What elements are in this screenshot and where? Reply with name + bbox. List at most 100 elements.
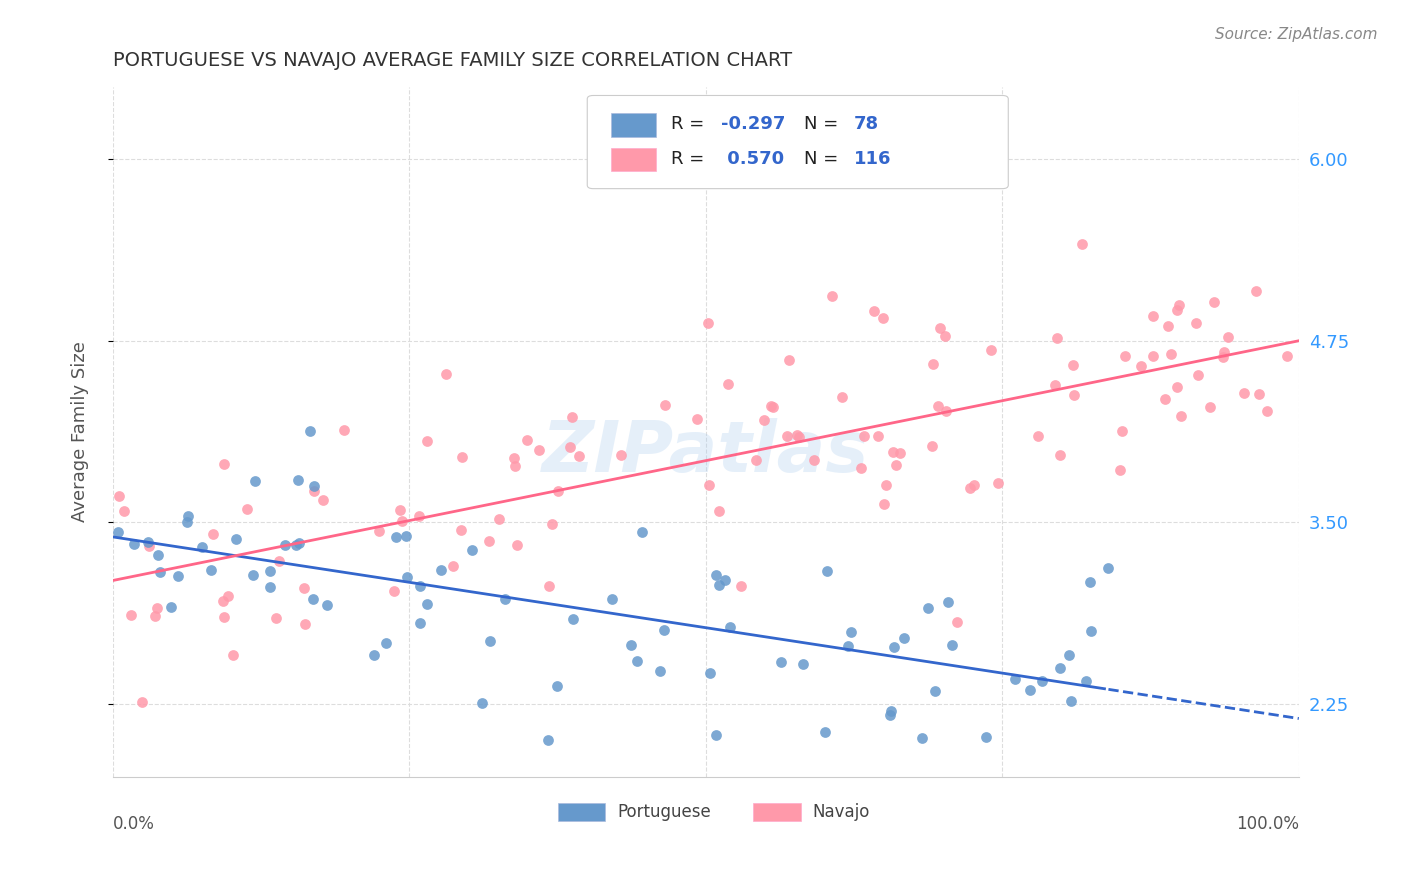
Point — [1063, 388, 1085, 402]
Point — [786, 427, 808, 442]
Point — [868, 428, 890, 442]
Point — [302, 591, 325, 606]
Point — [792, 657, 814, 672]
Point — [430, 564, 453, 578]
Point — [471, 696, 494, 710]
Point — [654, 398, 676, 412]
Point — [803, 453, 825, 467]
Point — [709, 504, 731, 518]
Point — [176, 515, 198, 529]
Point — [922, 357, 945, 371]
Point — [880, 704, 903, 718]
Point — [537, 733, 560, 747]
Y-axis label: Average Family Size: Average Family Size — [72, 341, 89, 522]
Point — [987, 476, 1010, 491]
Point — [778, 353, 800, 368]
Point — [1026, 429, 1049, 443]
Point — [212, 457, 235, 471]
Point — [494, 591, 516, 606]
Point — [191, 540, 214, 554]
Point — [560, 409, 582, 424]
Point — [547, 484, 569, 499]
Point — [1060, 694, 1083, 708]
Point — [264, 611, 287, 625]
Point — [146, 601, 169, 615]
Point — [879, 707, 901, 722]
Point — [706, 568, 728, 582]
Point — [600, 591, 623, 606]
FancyBboxPatch shape — [588, 95, 1008, 188]
Point — [761, 399, 783, 413]
Text: 0.0%: 0.0% — [112, 814, 155, 832]
Point — [441, 558, 464, 573]
Point — [718, 619, 741, 633]
Point — [285, 538, 308, 552]
Point — [451, 450, 474, 464]
Point — [872, 311, 894, 326]
Point — [302, 483, 325, 498]
Point — [201, 526, 224, 541]
Text: R =: R = — [672, 115, 710, 134]
Point — [1233, 385, 1256, 400]
Text: 100.0%: 100.0% — [1236, 814, 1299, 832]
Text: N =: N = — [804, 150, 844, 168]
Point — [963, 478, 986, 492]
Point — [686, 412, 709, 426]
Point — [852, 429, 875, 443]
Point — [875, 477, 897, 491]
Point — [395, 529, 418, 543]
Point — [1059, 648, 1081, 662]
Point — [1154, 392, 1177, 406]
Point — [385, 530, 408, 544]
Point — [200, 563, 222, 577]
Point — [294, 617, 316, 632]
Point — [769, 656, 792, 670]
Point — [242, 568, 264, 582]
Point — [299, 424, 322, 438]
Point — [631, 524, 654, 539]
Point — [1170, 409, 1192, 424]
Point — [910, 731, 932, 745]
Point — [177, 508, 200, 523]
Point — [537, 579, 560, 593]
Point — [815, 565, 838, 579]
Point — [697, 478, 720, 492]
Point — [450, 524, 472, 538]
Point — [1045, 378, 1067, 392]
Text: 0.570: 0.570 — [721, 150, 785, 168]
Point — [120, 608, 142, 623]
Point — [1076, 673, 1098, 688]
Point — [1212, 351, 1234, 365]
Point — [1218, 329, 1240, 343]
Point — [367, 524, 389, 538]
Point — [935, 403, 957, 417]
Point — [1018, 683, 1040, 698]
Point — [1130, 359, 1153, 374]
Point — [274, 538, 297, 552]
Point — [558, 440, 581, 454]
Text: PORTUGUESE VS NAVAJO AVERAGE FAMILY SIZE CORRELATION CHART: PORTUGUESE VS NAVAJO AVERAGE FAMILY SIZE… — [112, 51, 792, 70]
Point — [934, 329, 956, 343]
Point — [1142, 349, 1164, 363]
Point — [108, 490, 131, 504]
Point — [959, 481, 981, 495]
Point — [1160, 346, 1182, 360]
Point — [884, 458, 907, 472]
Point — [546, 679, 568, 693]
Point — [1212, 344, 1234, 359]
Text: 78: 78 — [853, 115, 879, 134]
Point — [883, 640, 905, 654]
Point — [893, 632, 915, 646]
Point — [873, 497, 896, 511]
Point — [479, 634, 502, 648]
Point — [814, 724, 837, 739]
Point — [620, 638, 643, 652]
Point — [776, 428, 799, 442]
Point — [745, 453, 768, 467]
Point — [131, 695, 153, 709]
Point — [375, 636, 398, 650]
Point — [882, 444, 904, 458]
Point — [652, 624, 675, 638]
Point — [214, 609, 236, 624]
Point — [839, 624, 862, 639]
